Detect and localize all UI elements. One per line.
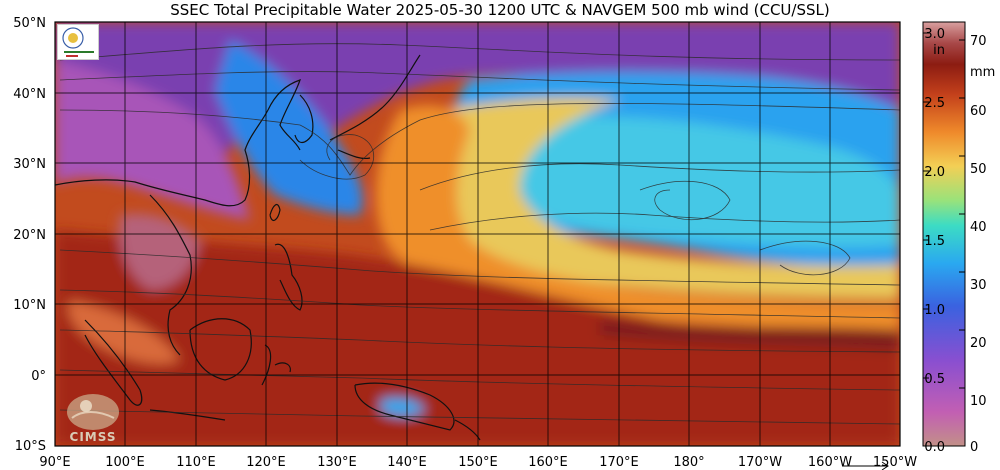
lat-label: 0° (31, 369, 46, 384)
colorbar-mm-label: 60 (970, 104, 987, 119)
cimss-logo-text: CIMSS (69, 430, 117, 444)
colorbar-in-label: 1.5 (924, 234, 945, 249)
colorbar-mm-label: 40 (970, 220, 987, 235)
colorbar-in-label: 0.5 (924, 372, 945, 387)
lon-label: 160°W (808, 455, 852, 470)
lat-label: 50°N (13, 16, 46, 31)
map-frame (54, 21, 901, 447)
lat-label: 10°S (15, 439, 46, 454)
colorbar-in-label: 2.5 (924, 96, 945, 111)
colorbar: 3.0 in 2.5 2.0 1.5 1.0 0.5 0.0 70 mm 60 … (922, 21, 995, 455)
lon-label: 170°E (599, 455, 639, 470)
ssec-logo (57, 24, 99, 60)
colorbar-gradient (922, 21, 966, 447)
colorbar-mm-label: 20 (970, 336, 987, 351)
colorbar-mm-label: 10 (970, 394, 987, 409)
colorbar-ticks-mm (959, 39, 965, 447)
colorbar-in-unit: in (933, 43, 945, 58)
colorbar-in-label: 2.0 (924, 165, 945, 180)
lon-label: 150°W (873, 455, 917, 470)
wind-streamlines (59, 43, 900, 425)
cimss-logo: CIMSS (58, 388, 128, 444)
lon-label: 140°E (387, 455, 427, 470)
lat-label: 30°N (13, 157, 46, 172)
colorbar-in-label: 1.0 (924, 303, 945, 318)
colorbar-mm-label: 30 (970, 278, 987, 293)
lon-label: 170°W (738, 455, 782, 470)
lon-label: 120°E (246, 455, 286, 470)
colorbar-mm-label: 50 (970, 162, 987, 177)
map-title: SSEC Total Precipitable Water 2025-05-30… (170, 1, 830, 19)
lon-label: 150°E (458, 455, 498, 470)
latitude-labels: 50°N 40°N 30°N 20°N 10°N 0° 10°S (13, 16, 46, 454)
lat-label: 20°N (13, 228, 46, 243)
colorbar-mm-unit: mm (970, 65, 995, 80)
colorbar-ticks-in (923, 32, 929, 447)
colorbar-mm-label: 70 (970, 34, 987, 49)
lat-label: 10°N (13, 298, 46, 313)
arrow-icon (842, 461, 889, 470)
longitude-labels: 90°E 100°E 110°E 120°E 130°E 140°E 150°E… (39, 455, 917, 470)
graticule (55, 22, 900, 446)
coastlines (55, 54, 481, 441)
colorbar-in-label: 3.0 (924, 27, 945, 42)
colorbar-mm-label: 0 (970, 440, 978, 455)
lon-label: 130°E (317, 455, 357, 470)
lat-label: 40°N (13, 87, 46, 102)
lon-label: 180° (673, 455, 704, 470)
lon-label: 90°E (39, 455, 70, 470)
colorbar-in-label: 0.0 (924, 440, 945, 455)
lon-label: 100°E (105, 455, 145, 470)
lon-label: 110°E (176, 455, 216, 470)
lon-label: 160°E (528, 455, 568, 470)
